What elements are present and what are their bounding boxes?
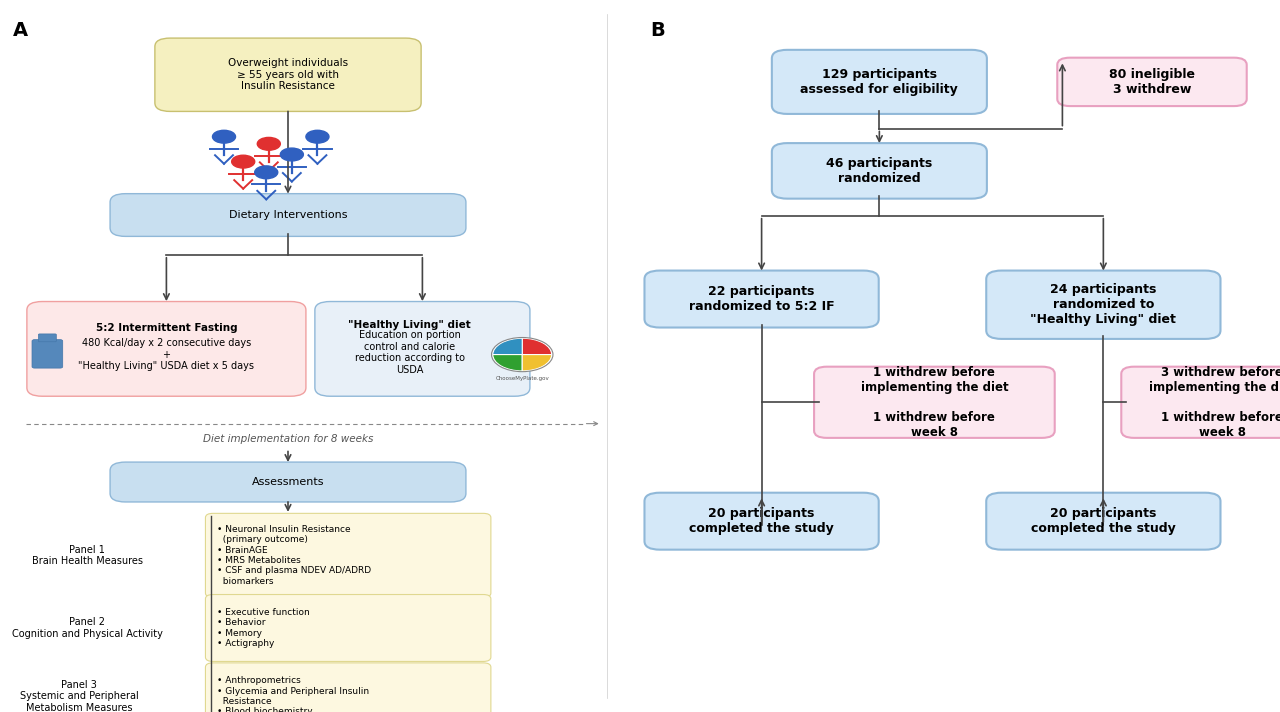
Text: Dietary Interventions: Dietary Interventions — [229, 210, 347, 220]
Text: "Healthy Living" diet: "Healthy Living" diet — [348, 320, 471, 330]
Text: ChooseMyPlate.gov: ChooseMyPlate.gov — [495, 376, 549, 381]
FancyBboxPatch shape — [644, 493, 878, 550]
Text: 24 participants
randomized to
"Healthy Living" diet: 24 participants randomized to "Healthy L… — [1030, 283, 1176, 326]
Circle shape — [306, 130, 329, 143]
Circle shape — [280, 148, 303, 161]
Wedge shape — [493, 355, 522, 371]
Text: A: A — [13, 21, 28, 41]
Text: Education on portion
control and calorie
reduction according to
USDA: Education on portion control and calorie… — [355, 330, 465, 375]
Text: Diet implementation for 8 weeks: Diet implementation for 8 weeks — [202, 434, 374, 444]
Circle shape — [257, 137, 280, 150]
Circle shape — [255, 166, 278, 179]
Text: 480 Kcal/day x 2 consecutive days
+
"Healthy Living" USDA diet x 5 days: 480 Kcal/day x 2 consecutive days + "Hea… — [78, 338, 255, 371]
Wedge shape — [493, 338, 522, 355]
Circle shape — [232, 155, 255, 168]
FancyBboxPatch shape — [110, 462, 466, 502]
FancyBboxPatch shape — [206, 663, 492, 712]
Text: 46 participants
randomized: 46 participants randomized — [826, 157, 933, 185]
Text: Panel 2
Cognition and Physical Activity: Panel 2 Cognition and Physical Activity — [12, 617, 163, 639]
FancyBboxPatch shape — [814, 367, 1055, 438]
FancyBboxPatch shape — [206, 595, 492, 661]
Text: 1 withdrew before
implementing the diet

1 withdrew before
week 8: 1 withdrew before implementing the diet … — [860, 366, 1009, 439]
Text: 3 withdrew before
implementing the diet

1 withdrew before
week 8: 3 withdrew before implementing the diet … — [1148, 366, 1280, 439]
Text: 20 participants
completed the study: 20 participants completed the study — [1030, 507, 1176, 535]
Text: • Executive function
• Behavior
• Memory
• Actigraphy: • Executive function • Behavior • Memory… — [218, 608, 310, 648]
Text: 129 participants
assessed for eligibility: 129 participants assessed for eligibilit… — [800, 68, 959, 96]
Text: Overweight individuals
≥ 55 years old with
Insulin Resistance: Overweight individuals ≥ 55 years old wi… — [228, 58, 348, 91]
Text: Panel 3
Systemic and Peripheral
Metabolism Measures: Panel 3 Systemic and Peripheral Metaboli… — [20, 680, 138, 712]
Text: Panel 1
Brain Health Measures: Panel 1 Brain Health Measures — [32, 545, 142, 566]
FancyBboxPatch shape — [1121, 367, 1280, 438]
FancyBboxPatch shape — [155, 38, 421, 111]
FancyBboxPatch shape — [32, 340, 63, 368]
FancyBboxPatch shape — [1057, 58, 1247, 106]
FancyBboxPatch shape — [27, 302, 306, 396]
Text: 20 participants
completed the study: 20 participants completed the study — [689, 507, 835, 535]
FancyBboxPatch shape — [987, 271, 1221, 339]
FancyBboxPatch shape — [987, 493, 1221, 550]
Text: • Neuronal Insulin Resistance
  (primary outcome)
• BrainAGE
• MRS Metabolites
•: • Neuronal Insulin Resistance (primary o… — [218, 525, 371, 586]
Wedge shape — [522, 338, 552, 355]
FancyBboxPatch shape — [206, 513, 492, 597]
FancyBboxPatch shape — [110, 194, 466, 236]
Circle shape — [212, 130, 236, 143]
FancyBboxPatch shape — [38, 334, 56, 342]
Text: 22 participants
randomized to 5:2 IF: 22 participants randomized to 5:2 IF — [689, 285, 835, 313]
Text: • Anthropometrics
• Glycemia and Peripheral Insulin
  Resistance
• Blood biochem: • Anthropometrics • Glycemia and Periphe… — [218, 676, 369, 712]
Wedge shape — [522, 355, 552, 371]
Text: B: B — [650, 21, 666, 41]
FancyBboxPatch shape — [772, 50, 987, 114]
FancyBboxPatch shape — [644, 271, 878, 328]
Text: 5:2 Intermittent Fasting: 5:2 Intermittent Fasting — [96, 323, 237, 333]
Text: 80 ineligible
3 withdrew: 80 ineligible 3 withdrew — [1108, 68, 1196, 96]
FancyBboxPatch shape — [772, 143, 987, 199]
FancyBboxPatch shape — [315, 302, 530, 396]
Text: Assessments: Assessments — [252, 477, 324, 487]
